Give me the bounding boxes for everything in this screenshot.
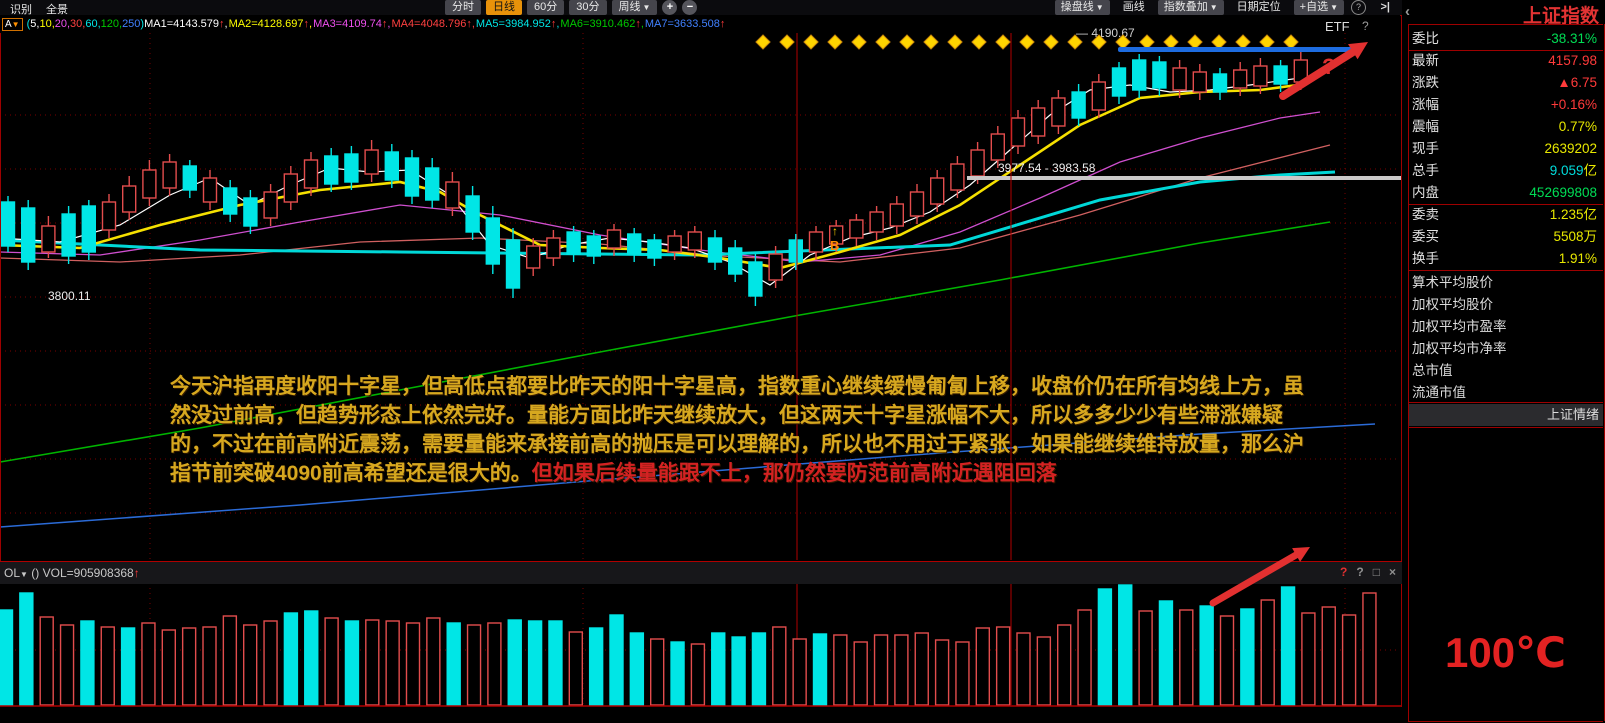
ma-value-4: MA4=4048.796↑, bbox=[391, 18, 475, 30]
toolbar-button-1[interactable]: 画线 bbox=[1122, 1, 1145, 13]
quote-row-震幅: 震幅 0.77% bbox=[1412, 119, 1597, 134]
ma-value-2: MA2=4128.697↑, bbox=[228, 18, 313, 30]
toolbar-button-2[interactable]: 指数叠加 ▼ bbox=[1157, 0, 1224, 15]
zoom-out-button[interactable]: − bbox=[682, 0, 698, 15]
help-red-icon[interactable]: ? bbox=[1340, 565, 1348, 579]
info-label-3: 加权平均市净率 bbox=[1412, 341, 1507, 356]
volume-indicator-label[interactable]: OL▼ () VOL=905908368↑ bbox=[4, 566, 140, 580]
divider bbox=[1408, 50, 1603, 51]
chart-right-border bbox=[1401, 15, 1402, 707]
toolbar-button-3[interactable]: 日期定位 bbox=[1236, 1, 1281, 13]
quote-row-内盘: 内盘 452699808 bbox=[1412, 185, 1597, 200]
divider bbox=[1408, 24, 1603, 25]
info-label-4: 总市值 bbox=[1412, 363, 1453, 378]
line-ma2 bbox=[0, 82, 1306, 270]
sentiment-tab[interactable]: 上证情绪 bbox=[1409, 404, 1603, 426]
ma-value-3: MA3=4109.74↑, bbox=[313, 18, 391, 30]
buy-signal-marker: B bbox=[830, 238, 840, 253]
tab-period-1[interactable]: 日线 bbox=[486, 0, 522, 15]
ma-value-7: MA7=3633.508↑ bbox=[644, 18, 726, 30]
chevron-down-icon: ▼ bbox=[642, 3, 651, 12]
info-label-5: 流通市值 bbox=[1412, 385, 1466, 400]
toolbar-button-0[interactable]: 操盘线 ▼ bbox=[1054, 0, 1110, 15]
quote-sidebar: ‹ 上证指数 委比 -38.31% 最新 4157.98 涨跌 ▲6.75 涨幅 +0.16%… bbox=[1402, 0, 1605, 723]
divider bbox=[1408, 402, 1603, 403]
index-title: 上证指数 bbox=[1522, 6, 1599, 27]
zoom-in-button[interactable]: + bbox=[662, 0, 678, 15]
quote-row-委比: 委比 -38.31% bbox=[1412, 31, 1597, 46]
line-ma7 bbox=[0, 423, 1376, 528]
quote-row-最新: 最新 4157.98 bbox=[1412, 53, 1597, 68]
volume-bars bbox=[0, 584, 1377, 706]
maximize-icon[interactable]: □ bbox=[1372, 565, 1380, 579]
up-arrow-icon: ↑ bbox=[133, 566, 140, 580]
toolbar-help-icon[interactable]: ? bbox=[1351, 0, 1366, 15]
chevron-down-icon: ▼ bbox=[11, 19, 20, 29]
back-chevron-icon[interactable]: ‹ bbox=[1405, 3, 1410, 20]
toolbar-right-buttons: 操盘线 ▼ 画线 指数叠加 ▼ 日期定位 +自选 ▼ bbox=[1054, 0, 1344, 15]
tab-period-2[interactable]: 60分 bbox=[527, 0, 565, 15]
divider bbox=[1408, 427, 1603, 428]
tab-period-3[interactable]: 30分 bbox=[569, 0, 607, 15]
ma-legend-row: A▼ (5,10,20,30,60,120,250) MA1=4143.579↑… bbox=[0, 15, 1400, 33]
ma-selector-dropdown[interactable]: A▼ bbox=[2, 17, 23, 31]
quote-row-换手: 换手 1.91% bbox=[1412, 251, 1597, 266]
question-mark-annotation: ? bbox=[1322, 54, 1336, 79]
toolbar-button-4[interactable]: +自选 ▼ bbox=[1293, 0, 1344, 15]
quote-row-委卖: 委卖 1.235亿 bbox=[1412, 207, 1597, 222]
left-price-label: 3800.11 bbox=[48, 289, 91, 303]
annotation-yellow-text: 今天沪指再度收阳十字星，但高低点都要比昨天的阳十字星高，指数重心继续缓慢匍匐上移… bbox=[170, 375, 1304, 485]
sentiment-temperature: 100℃ bbox=[1445, 629, 1566, 676]
analyst-annotation-text: 今天沪指再度收阳十字星，但高低点都要比昨天的阳十字星高，指数重心继续缓慢匍匐上移… bbox=[170, 372, 1320, 488]
chevron-down-icon: ▼ bbox=[1095, 3, 1104, 12]
ma-value-5: MA5=3984.952↑, bbox=[475, 18, 560, 30]
chevron-down-icon: ▼ bbox=[20, 570, 28, 579]
volume-pane-header: OL▼ () VOL=905908368↑ ?? □ × bbox=[0, 561, 1402, 584]
tab-period-4[interactable]: 周线 ▼ bbox=[611, 0, 658, 15]
ma-value-6: MA6=3910.462↑, bbox=[560, 18, 644, 30]
ma-periods: (5,10,20,30,60,120,250) bbox=[26, 18, 145, 30]
top-toolbar: 识别 全景 分时 日线 60分 30分 周线 ▼ + − 操盘线 ▼ 画线 指数叠加 ▼ 日期定位 +自选… bbox=[0, 0, 1402, 16]
quote-row-涨跌: 涨跌 ▲6.75 bbox=[1412, 75, 1597, 90]
period-tabs: 分时 日线 60分 30分 周线 ▼ + − bbox=[445, 0, 698, 15]
ma-values: MA1=4143.579↑,MA2=4128.697↑,MA3=4109.74↑… bbox=[144, 18, 726, 30]
chevron-down-icon: ▼ bbox=[1330, 3, 1338, 12]
buy-signal-arrow-icon: ↑ bbox=[832, 224, 838, 238]
etf-label[interactable]: ETF bbox=[1325, 19, 1350, 34]
quote-row-委买: 委买 5508万 bbox=[1412, 229, 1597, 244]
toolbar-item-recognize[interactable]: 识别 bbox=[10, 4, 32, 16]
gap-line bbox=[967, 176, 1401, 180]
gap-price-label: 3977.54 - 3983.58 bbox=[998, 161, 1096, 175]
divider bbox=[1408, 204, 1603, 205]
quote-row-现手: 现手 2639202 bbox=[1412, 141, 1597, 156]
divider bbox=[1408, 721, 1603, 722]
info-label-2: 加权平均市盈率 bbox=[1412, 319, 1507, 334]
divider bbox=[1408, 270, 1603, 271]
quote-row-总手: 总手 9.059亿 bbox=[1412, 163, 1597, 178]
toolbar-item-panorama[interactable]: 全景 bbox=[46, 4, 68, 16]
candlesticks bbox=[0, 52, 1309, 306]
collapse-panel-icon[interactable]: >| bbox=[1380, 1, 1390, 13]
info-label-0: 算术平均股价 bbox=[1412, 275, 1493, 290]
info-label-1: 加权平均股价 bbox=[1412, 297, 1493, 312]
volume-bars-chart[interactable] bbox=[0, 583, 1402, 707]
ma-value-1: MA1=4143.579↑, bbox=[144, 18, 228, 30]
close-icon[interactable]: × bbox=[1388, 565, 1396, 579]
chevron-down-icon: ▼ bbox=[1209, 3, 1218, 12]
gridlines bbox=[0, 33, 1400, 560]
line-ma6 bbox=[0, 221, 1331, 463]
etf-help-icon[interactable]: ? bbox=[1362, 19, 1369, 33]
volume-header-icons: ?? □ × bbox=[1340, 565, 1396, 579]
quote-row-涨幅: 涨幅 +0.16% bbox=[1412, 97, 1597, 112]
main-candlestick-chart[interactable] bbox=[0, 15, 1402, 561]
annotation-red-text: 但如果后续量能跟不上，那仍然要防范前高附近遇阻回落 bbox=[531, 462, 1057, 485]
high-price-label: — 4190.67 bbox=[1076, 26, 1135, 40]
tab-period-0[interactable]: 分时 bbox=[445, 0, 481, 15]
help-icon[interactable]: ? bbox=[1356, 565, 1364, 579]
